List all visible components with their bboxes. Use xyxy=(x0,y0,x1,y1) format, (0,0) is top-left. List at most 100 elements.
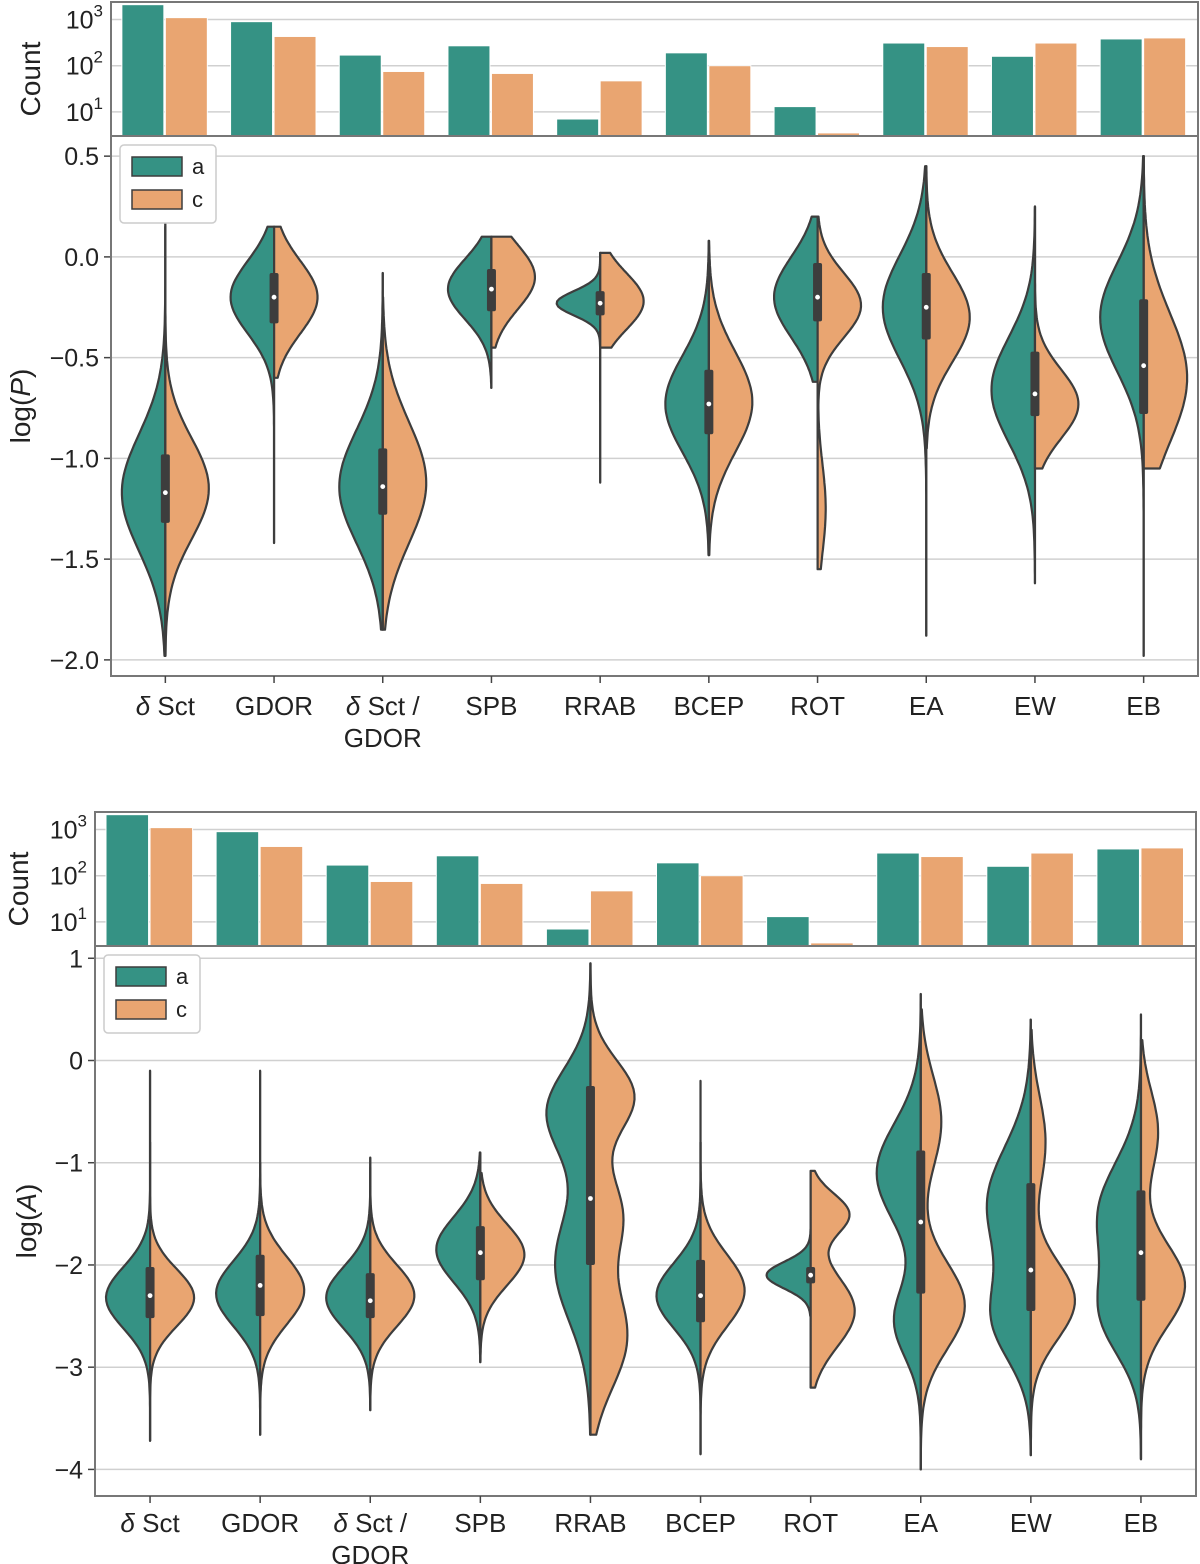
violin-median-dot xyxy=(489,286,494,292)
category-label: EA xyxy=(903,1508,938,1538)
count-bar-a xyxy=(121,4,165,137)
violin-median-dot xyxy=(147,1293,153,1299)
category-label-line: δ Sct xyxy=(120,1508,180,1538)
violin-median-dot xyxy=(698,1293,703,1299)
count-tick-exponent: 3 xyxy=(94,2,103,21)
count-tick-label: 103 xyxy=(66,2,103,35)
category-label-line: ROT xyxy=(790,691,845,721)
violin-half-a xyxy=(545,962,592,1436)
violin-half-c xyxy=(164,225,210,657)
legend-swatch-a xyxy=(131,156,183,177)
violin-iqr-box xyxy=(585,1086,595,1265)
violin-median-dot xyxy=(162,490,168,496)
count-bar-a xyxy=(882,42,926,137)
count-bar-a xyxy=(325,864,370,947)
violin-half-c xyxy=(925,165,971,450)
category-label-line: EA xyxy=(909,691,944,721)
violin-half-a xyxy=(325,1156,372,1412)
violin-median-dot xyxy=(367,1298,373,1304)
violin-half-a xyxy=(773,215,819,383)
legend-swatch-c xyxy=(115,999,167,1020)
category-label-line: δ Sct / xyxy=(346,691,420,721)
count-bar-a xyxy=(105,814,150,947)
legend: ac xyxy=(119,144,217,224)
violin-median-dot xyxy=(918,1219,924,1225)
violin-tick-label: −2.0 xyxy=(50,647,99,675)
count-bar-c xyxy=(589,890,634,947)
legend-entry-label: a xyxy=(192,154,205,179)
violin-iqr-box xyxy=(696,1259,706,1323)
category-label: EB xyxy=(1124,1508,1159,1538)
count-bar-a xyxy=(773,106,817,137)
violin-tick-label: −4 xyxy=(54,1456,83,1484)
count-bar-c xyxy=(1140,847,1184,947)
category-label: δ Sct xyxy=(136,691,196,721)
count-axis-label: Count xyxy=(3,851,34,926)
violin-half-c xyxy=(1029,1028,1076,1457)
violin-median-dot xyxy=(1141,363,1147,369)
count-bar-c xyxy=(1143,37,1187,137)
violin-median-dot xyxy=(588,1196,593,1201)
count-bar-c xyxy=(599,80,643,137)
count-bar-c xyxy=(1030,852,1074,947)
count-bar-c xyxy=(479,882,524,947)
violin-half-a xyxy=(664,239,710,557)
violin-half-a xyxy=(446,235,493,389)
category-label-line: δ Sct / xyxy=(333,1508,407,1538)
category-label: GDOR xyxy=(235,691,313,721)
count-tick-exponent: 1 xyxy=(78,904,87,923)
count-bar-a xyxy=(230,21,274,137)
category-label-line: EA xyxy=(903,1508,938,1538)
count-bar-c xyxy=(273,35,317,137)
violin-half-a xyxy=(875,992,922,1471)
count-tick-base: 10 xyxy=(66,7,94,35)
axis-label-suffix: ) xyxy=(11,1184,42,1193)
category-label-line: GDOR xyxy=(344,723,422,753)
violin-tick-label: 1 xyxy=(69,945,83,973)
violin-iqr-box xyxy=(813,262,823,322)
violin-half-c xyxy=(1142,155,1189,470)
category-label-line: ROT xyxy=(783,1508,838,1538)
category-label-line: SPB xyxy=(465,691,517,721)
count-tick-label: 101 xyxy=(50,904,87,937)
category-label: SPB xyxy=(454,1508,506,1538)
violin-iqr-box xyxy=(1139,299,1149,415)
violin-tick-label: 0.5 xyxy=(64,143,99,171)
count-axis-label: Count xyxy=(15,41,46,116)
count-tick-base: 10 xyxy=(50,817,78,845)
violin-iqr-box xyxy=(378,448,388,515)
legend-swatch-a xyxy=(115,966,167,987)
legend-swatch-c xyxy=(131,189,183,210)
violin-half-c xyxy=(589,962,636,1436)
legend-entry-label: c xyxy=(192,187,203,212)
category-label: EW xyxy=(1010,1508,1052,1538)
category-label: RRAB xyxy=(564,691,636,721)
violin-median-dot xyxy=(706,401,712,407)
legend: ac xyxy=(103,954,201,1034)
violin-half-c xyxy=(919,1008,966,1471)
category-label: EB xyxy=(1126,691,1161,721)
count-bar-a xyxy=(986,865,1030,947)
axis-label-prefix: log( xyxy=(5,396,36,443)
category-label: ROT xyxy=(783,1508,838,1538)
violin-tick-label: 0 xyxy=(69,1047,83,1075)
violin-median-dot xyxy=(380,484,386,489)
violin-iqr-box xyxy=(1026,1183,1036,1311)
violin-half-c xyxy=(149,1141,196,1442)
violin-half-a xyxy=(985,1018,1032,1457)
count-tick-base: 10 xyxy=(66,99,94,127)
delta-symbol: δ xyxy=(120,1508,135,1538)
count-tick-base: 10 xyxy=(66,53,94,81)
category-label-line: SPB xyxy=(454,1508,506,1538)
violin-tick-label: −1.5 xyxy=(50,546,99,574)
category-label-line: GDOR xyxy=(235,691,313,721)
category-label-line: GDOR xyxy=(331,1540,409,1564)
violin-half-c xyxy=(699,1141,746,1456)
count-bar-a xyxy=(876,852,920,947)
count-bar-a xyxy=(656,862,700,947)
category-label: EW xyxy=(1014,691,1056,721)
category-label: EA xyxy=(909,691,944,721)
violin-half-a xyxy=(655,1079,702,1456)
